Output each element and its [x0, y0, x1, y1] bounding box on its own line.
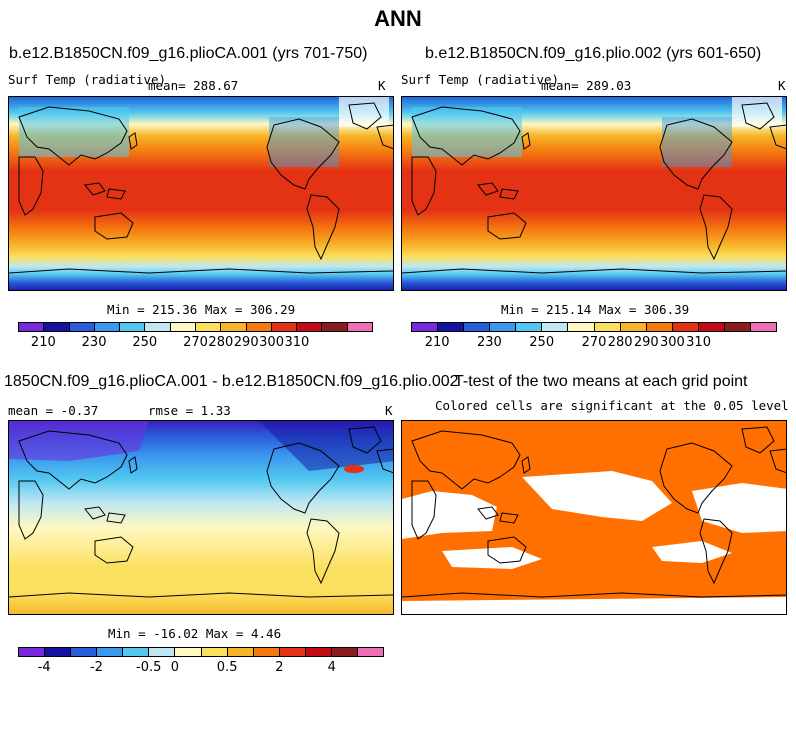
- colorbar-swatch: [123, 648, 150, 656]
- colorbar-swatch: [297, 323, 323, 331]
- colorbar-tick-label: 2: [275, 660, 284, 675]
- colorbar-swatch: [646, 323, 673, 331]
- panel2-units-label: K: [778, 78, 786, 93]
- colorbar-tick-label: 280: [607, 335, 633, 350]
- colorbar-tick-label: 310: [686, 335, 711, 350]
- colorbar-swatch: [438, 323, 465, 331]
- colorbar-tick-label: 290: [633, 335, 659, 350]
- colorbar-swatch: [279, 648, 306, 656]
- colorbar-swatch: [19, 648, 46, 656]
- colorbar-swatch: [170, 323, 196, 331]
- panel3-title: 1850CN.f09_g16.plioCA.001 - b.e12.B1850C…: [4, 373, 459, 390]
- colorbar-tick-label: 4: [327, 660, 336, 675]
- colorbar-swatch: [227, 648, 254, 656]
- colorbar-swatch: [751, 323, 777, 331]
- colorbar-swatch: [271, 323, 298, 331]
- colorbar-swatch: [44, 323, 70, 331]
- panel1-mean-label: mean= 288.67: [148, 78, 239, 93]
- panel3-colorbar-labels: -4 -2 -0.5 0 0.5 2 4: [18, 660, 384, 676]
- colorbar-swatch: [120, 323, 146, 331]
- colorbar-tick-label: 230: [81, 335, 107, 350]
- panel4-insignificant-area: [402, 491, 497, 539]
- panel4-map: [401, 420, 787, 615]
- colorbar-swatch: [490, 323, 517, 331]
- colorbar-tick-label: -4: [37, 660, 51, 675]
- panel4-subtitle: Colored cells are significant at the 0.0…: [435, 398, 789, 413]
- panel4-insignificant-area: [402, 597, 786, 614]
- colorbar-swatch: [145, 323, 171, 331]
- colorbar-tick-label: -2: [89, 660, 103, 675]
- panel4-insignificant-area: [522, 471, 672, 521]
- colorbar-tick-label: 250: [132, 335, 158, 350]
- colorbar-tick-label: 270: [183, 335, 208, 350]
- panel4-title: T-test of the two means at each grid poi…: [454, 373, 748, 390]
- colorbar-swatch: [97, 648, 124, 656]
- panel1-units-label: K: [378, 78, 386, 93]
- colorbar-swatch: [347, 323, 372, 331]
- colorbar-tick-label: 280: [208, 335, 234, 350]
- colorbar-swatch: [149, 648, 176, 656]
- panel3-colorbar: [18, 647, 384, 657]
- main-title: ANN: [374, 6, 422, 31]
- colorbar-tick-label: 300: [259, 335, 284, 350]
- colorbar-swatch: [568, 323, 595, 331]
- panel2-variable-label: Surf Temp (radiative): [401, 72, 560, 87]
- panel3-mean-label: mean = -0.37: [8, 403, 99, 418]
- panel2-minmax-label: Min = 215.14 Max = 306.39: [501, 302, 690, 317]
- colorbar-swatch: [175, 648, 202, 656]
- colorbar-swatch: [246, 323, 272, 331]
- colorbar-swatch: [322, 323, 348, 331]
- colorbar-tick-label: 300: [660, 335, 685, 350]
- panel2-colorbar: [411, 322, 777, 332]
- colorbar-tick-label: 230: [477, 335, 502, 350]
- panel1-title: b.e12.B1850CN.f09_g16.plioCA.001 (yrs 70…: [9, 45, 368, 62]
- panel1-map: [8, 96, 394, 291]
- panel3-rmse-label: rmse = 1.33: [148, 403, 231, 418]
- colorbar-swatch: [724, 323, 752, 331]
- colorbar-swatch: [672, 323, 699, 331]
- colorbar-swatch: [221, 323, 247, 331]
- colorbar-tick-label: 0.5: [216, 660, 238, 675]
- colorbar-swatch: [516, 323, 543, 331]
- colorbar-swatch: [464, 323, 491, 331]
- panel3-minmax-label: Min = -16.02 Max = 4.46: [108, 626, 282, 641]
- panel2-map: [401, 96, 787, 291]
- panel1-variable-label: Surf Temp (radiative): [8, 72, 167, 87]
- panel1-minmax-label: Min = 215.36 Max = 306.29: [107, 302, 296, 317]
- colorbar-swatch: [331, 648, 359, 656]
- colorbar-tick-label: 250: [529, 335, 555, 350]
- panel3-warm-anomaly: [344, 465, 364, 473]
- panel3-map: [8, 420, 394, 615]
- colorbar-swatch: [71, 648, 98, 656]
- panel3-units-label: K: [385, 403, 393, 418]
- colorbar-tick-label: 290: [233, 335, 259, 350]
- colorbar-swatch: [305, 648, 332, 656]
- colorbar-tick-label: 210: [424, 335, 450, 350]
- colorbar-swatch: [195, 323, 222, 331]
- colorbar-swatch: [201, 648, 228, 656]
- panel4-insignificant-area: [652, 541, 732, 563]
- colorbar-tick-label: -0.5: [136, 660, 162, 675]
- panel1-colorbar: [18, 322, 373, 332]
- colorbar-swatch: [594, 323, 621, 331]
- colorbar-swatch: [620, 323, 647, 331]
- panel1-colorbar-labels: 210 230 250 270 280 290 300 310: [18, 335, 373, 351]
- colorbar-swatch: [412, 323, 439, 331]
- panel2-title: b.e12.B1850CN.f09_g16.plio.002 (yrs 601-…: [425, 45, 762, 62]
- colorbar-swatch: [19, 323, 45, 331]
- colorbar-swatch: [358, 648, 384, 656]
- colorbar-swatch: [94, 323, 121, 331]
- colorbar-tick-label: 270: [581, 335, 607, 350]
- colorbar-tick-label: 210: [30, 335, 56, 350]
- panel2-mean-label: mean= 289.03: [541, 78, 632, 93]
- colorbar-swatch: [698, 323, 725, 331]
- colorbar-swatch: [45, 648, 72, 656]
- colorbar-swatch: [542, 323, 569, 331]
- colorbar-tick-label: 0: [170, 660, 179, 675]
- colorbar-swatch: [253, 648, 280, 656]
- colorbar-swatch: [69, 323, 95, 331]
- panel2-colorbar-labels: 210 230 250 270 280 290 300 310: [411, 335, 777, 351]
- colorbar-tick-label: 310: [284, 335, 310, 350]
